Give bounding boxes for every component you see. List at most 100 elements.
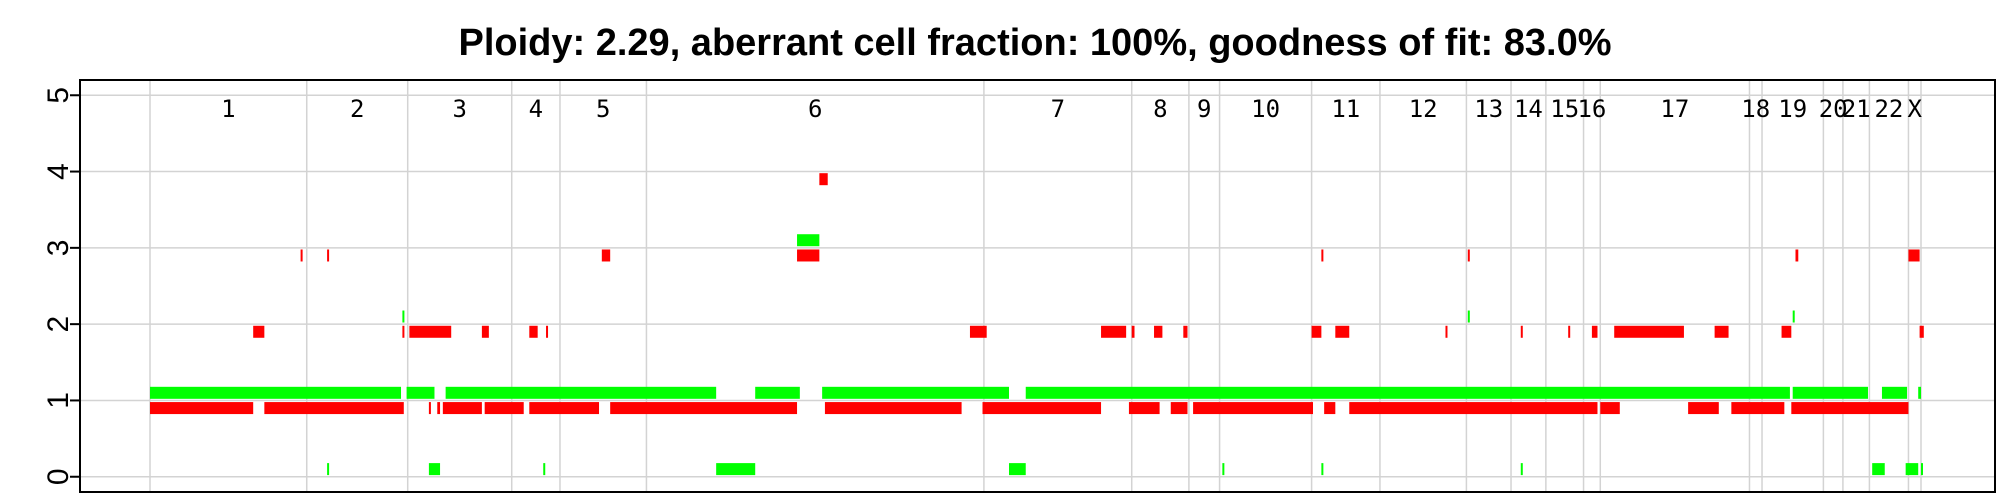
segment-0-4 [822,386,1010,399]
segment-0-18 [1222,463,1225,476]
segment-1-43 [797,249,820,262]
chromosome-label-20: 20 [1819,95,1848,123]
segment-1-39 [1919,325,1924,338]
segment-1-4 [442,402,482,415]
segment-0-12 [797,234,820,247]
chromosome-label-12: 12 [1409,95,1438,123]
chromosome-label-X: X [1907,95,1922,123]
segment-1-24 [546,325,549,338]
segment-0-2 [445,386,717,399]
segment-1-3 [437,402,441,415]
segment-1-21 [409,325,452,338]
segment-0-20 [1520,463,1523,476]
segment-0-3 [755,386,800,399]
segment-1-32 [1445,325,1448,338]
chromosome-label-11: 11 [1331,95,1360,123]
segment-1-15 [1600,402,1620,415]
chromosome-label-1: 1 [221,95,235,123]
segment-1-9 [982,402,1102,415]
chromosome-label-4: 4 [529,95,543,123]
segment-1-37 [1714,325,1729,338]
segment-0-5 [1025,386,1790,399]
segment-0-0 [150,386,402,399]
segment-0-6 [1792,386,1869,399]
segment-1-11 [1170,402,1188,415]
segment-1-33 [1520,325,1523,338]
chromosome-label-19: 19 [1778,95,1807,123]
y-tick-label-4: 4 [42,163,75,180]
chromosome-label-3: 3 [452,95,466,123]
chromosome-label-13: 13 [1474,95,1503,123]
chromosome-label-16: 16 [1577,95,1606,123]
y-tick-label-5: 5 [42,87,75,104]
chromosome-label-6: 6 [808,95,822,123]
segment-0-9 [402,310,405,323]
segment-1-41 [327,249,330,262]
y-tick-label-0: 0 [42,468,75,485]
segment-0-7 [1881,386,1908,399]
segment-1-29 [1183,325,1188,338]
segment-1-16 [1688,402,1719,415]
segment-0-14 [428,463,441,476]
segment-0-17 [1009,463,1026,476]
segment-0-8 [1918,386,1921,399]
segment-0-23 [1921,463,1923,476]
chromosome-label-8: 8 [1153,95,1167,123]
segment-1-1 [264,402,404,415]
segment-0-15 [543,463,546,476]
segment-1-48 [819,173,828,186]
chromosome-label-14: 14 [1514,95,1543,123]
segment-1-8 [824,402,962,415]
segment-1-10 [1128,402,1160,415]
segment-1-25 [969,325,987,338]
segment-1-23 [529,325,538,338]
segment-1-28 [1154,325,1163,338]
segment-1-45 [1467,249,1470,262]
segment-0-10 [1467,310,1470,323]
chromosome-label-5: 5 [596,95,610,123]
segment-0-13 [327,463,330,476]
segment-1-47 [1908,249,1920,262]
segment-0-1 [406,386,435,399]
plot-frame [79,79,1996,493]
chromosome-label-7: 7 [1051,95,1065,123]
segment-1-31 [1335,325,1350,338]
segment-1-44 [1321,249,1324,262]
chromosome-label-21: 21 [1842,95,1871,123]
segment-1-34 [1568,325,1571,338]
chromosome-label-15: 15 [1550,95,1579,123]
chromosome-label-2: 2 [350,95,364,123]
chart-title: Ploidy: 2.29, aberrant cell fraction: 10… [459,22,1612,64]
chromosome-label-9: 9 [1197,95,1211,123]
chromosome-label-10: 10 [1251,95,1280,123]
segment-0-19 [1321,463,1324,476]
segment-0-11 [1792,310,1795,323]
segment-1-7 [610,402,798,415]
segment-1-40 [300,249,303,262]
segment-1-26 [1101,325,1127,338]
segment-1-14 [1349,402,1598,415]
segment-1-27 [1131,325,1135,338]
chromosome-label-18: 18 [1741,95,1770,123]
segment-1-20 [402,325,405,338]
segment-0-16 [716,463,756,476]
segment-1-42 [601,249,611,262]
segment-1-46 [1795,249,1799,262]
copy-number-segments [150,173,1924,476]
segment-1-6 [529,402,600,415]
segment-0-21 [1872,463,1885,476]
segment-1-18 [1791,402,1909,415]
segment-1-19 [253,325,265,338]
chromosome-label-22: 22 [1874,95,1903,123]
segment-1-36 [1614,325,1684,338]
y-tick-label-1: 1 [42,392,75,409]
y-tick-label-3: 3 [42,240,75,257]
segment-1-0 [150,402,254,415]
segment-1-17 [1731,402,1785,415]
segment-1-30 [1311,325,1322,338]
segment-1-38 [1781,325,1792,338]
segment-1-35 [1591,325,1598,338]
